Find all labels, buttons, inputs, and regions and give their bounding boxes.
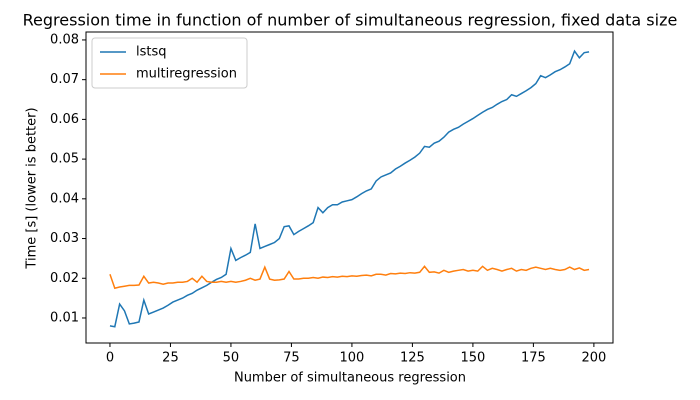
y-axis-label: Time [s] (lower is better) — [25, 107, 40, 269]
legend-label: multiregression — [136, 67, 237, 82]
y-tick-label: 0.05 — [50, 152, 79, 167]
line-series — [109, 49, 590, 328]
y-tick-label: 0.06 — [50, 112, 79, 127]
x-tick-label: 0 — [106, 351, 114, 366]
y-tick-label: 0.08 — [50, 32, 79, 47]
x-axis-label: Number of simultaneous regression — [234, 371, 466, 386]
legend-label: lstsq — [136, 45, 167, 60]
line-series — [109, 265, 590, 290]
x-tick-label: 150 — [460, 351, 485, 366]
x-tick-label: 100 — [340, 351, 365, 366]
x-tick-label: 200 — [581, 351, 606, 366]
x-tick-label: 125 — [400, 351, 425, 366]
y-tick-label: 0.04 — [50, 191, 79, 206]
x-tick-label: 25 — [162, 351, 179, 366]
y-tick-label: 0.02 — [50, 271, 79, 286]
x-tick-label: 175 — [521, 351, 546, 366]
y-tick-label: 0.03 — [50, 231, 79, 246]
chart-title: Regression time in function of number of… — [23, 11, 678, 30]
plot-frame — [85, 31, 614, 344]
x-tick-label: 75 — [283, 351, 300, 366]
legend-box — [91, 37, 248, 89]
y-tick-label: 0.07 — [50, 72, 79, 87]
x-tick-label: 50 — [223, 351, 240, 366]
y-tick-label: 0.01 — [50, 310, 79, 325]
